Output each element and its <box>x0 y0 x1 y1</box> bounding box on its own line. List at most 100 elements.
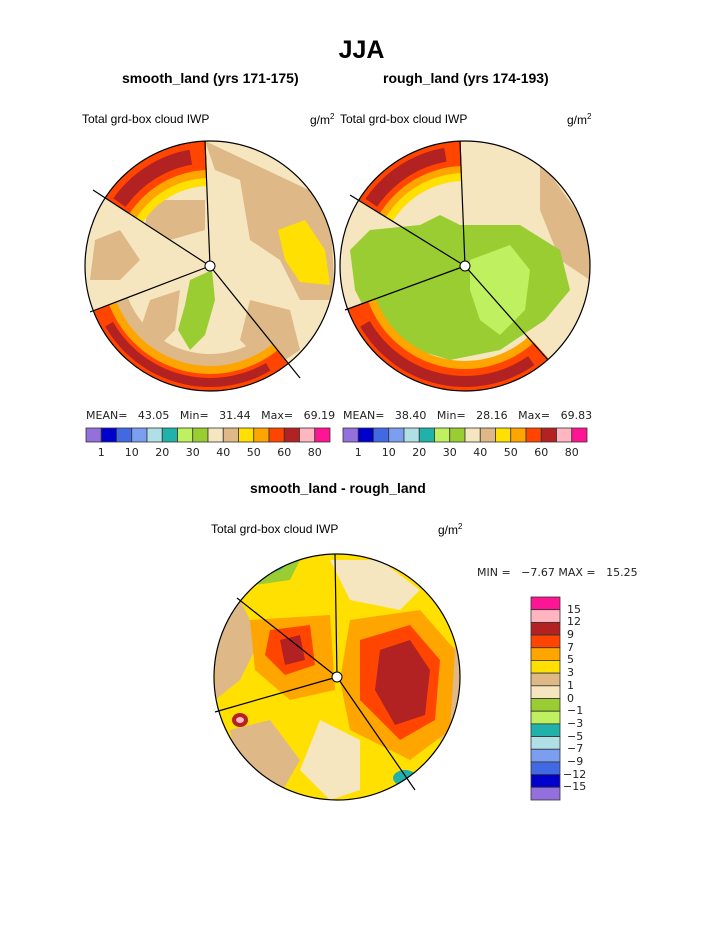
contour-region <box>540 160 590 280</box>
panel1-subtitle: smooth_land (yrs 171-175) <box>122 70 299 86</box>
colorbar-label: 50 <box>503 446 518 459</box>
colorbar-label: −12 <box>563 767 587 781</box>
colorbar-box <box>525 427 542 443</box>
colorbar-box <box>207 427 224 443</box>
panel3-units: g/m2 <box>438 522 463 537</box>
colorbar-box <box>418 427 435 443</box>
contour-region <box>215 600 260 700</box>
sector-boundary-line <box>209 265 301 379</box>
colorbar-label: 1 <box>354 446 362 459</box>
colorbar-label: 60 <box>277 446 292 459</box>
colorbar-box <box>434 427 451 443</box>
colorbar-box <box>314 427 331 443</box>
main-title: JJA <box>338 36 385 64</box>
colorbar-box <box>85 427 102 443</box>
sector-boundary-line <box>236 597 338 678</box>
panel2-units: g/m2 <box>567 112 592 127</box>
colorbar-label: 80 <box>564 446 579 459</box>
colorbar-label: −5 <box>567 729 584 743</box>
contour-band <box>365 147 447 207</box>
contour-band <box>93 304 289 391</box>
colorbar-box <box>146 427 163 443</box>
colorbar-label: 3 <box>567 666 574 680</box>
colorbar-box <box>403 427 420 443</box>
colorbar-box <box>479 427 496 443</box>
panel1-variable: Total grd-box cloud IWP <box>82 112 210 126</box>
contour-band <box>360 321 535 387</box>
colorbar-label: −1 <box>567 704 584 718</box>
colorbar-label: 80 <box>307 446 322 459</box>
colorbar-box <box>161 427 178 443</box>
colorbar-label: 9 <box>567 628 574 642</box>
colorbar-label: 40 <box>216 446 231 459</box>
panel2-stats: MEAN= 38.40 Min= 28.16 Max= 69.83 <box>343 409 593 422</box>
colorbar-label: 1 <box>567 678 574 692</box>
colorbar-box <box>342 427 359 443</box>
colorbar-box <box>530 685 561 699</box>
contour-region <box>330 560 420 610</box>
colorbar-box <box>388 427 405 443</box>
colorbar-box <box>222 427 239 443</box>
contour-region <box>280 635 305 665</box>
colorbar-box <box>530 774 561 788</box>
colorbar-box <box>540 427 557 443</box>
contour-region <box>178 270 215 350</box>
panel1-units: g/m2 <box>310 112 335 127</box>
sector-boundary-line <box>344 265 466 311</box>
colorbar-box <box>530 621 561 636</box>
sector-boundary-line <box>204 140 211 267</box>
panel3-subtitle: smooth_land - rough_land <box>250 480 426 496</box>
colorbar-box <box>530 786 561 801</box>
colorbar-label: −3 <box>567 716 584 730</box>
map-outline <box>213 553 461 801</box>
colorbar-label: 50 <box>246 446 261 459</box>
colorbar-box <box>530 748 561 763</box>
colorbar-label: 10 <box>381 446 396 459</box>
colorbar-label: 20 <box>155 446 170 459</box>
colorbar-box <box>530 647 561 661</box>
colorbar-box <box>530 672 561 687</box>
sector-boundary-line <box>92 189 211 267</box>
colorbar-label: 1 <box>97 446 105 459</box>
panel2-subtitle: rough_land (yrs 174-193) <box>383 70 549 86</box>
contour-region <box>300 720 360 800</box>
panel3-variable: Total grd-box cloud IWP <box>211 522 339 536</box>
colorbar-box <box>449 427 466 443</box>
pole-marker <box>459 260 471 272</box>
sector-boundary-line <box>336 676 416 791</box>
colorbar-box <box>530 761 561 776</box>
colorbar-label: 15 <box>567 602 581 616</box>
colorbar-box <box>510 427 527 443</box>
colorbar-box <box>131 427 148 443</box>
map-outline <box>339 140 591 392</box>
colorbar-box <box>530 736 561 750</box>
colorbar-label: 60 <box>534 446 549 459</box>
colorbar-label: 40 <box>473 446 488 459</box>
contour-region <box>236 717 244 723</box>
rough-land-map <box>340 141 590 391</box>
colorbar-label: 10 <box>124 446 139 459</box>
colorbar-label: 7 <box>567 640 574 654</box>
colorbar-label: 12 <box>567 615 581 629</box>
colorbar-label: 30 <box>442 446 457 459</box>
contour-band <box>105 322 271 387</box>
colorbar-box <box>253 427 270 443</box>
colorbar-box <box>530 596 561 611</box>
sector-boundary-line <box>349 194 466 267</box>
colorbar-label: −7 <box>567 742 584 756</box>
colorbar-box <box>556 427 573 443</box>
pole-marker <box>331 671 343 683</box>
sector-boundary-line <box>89 265 211 313</box>
panel2-variable: Total grd-box cloud IWP <box>340 112 468 126</box>
panel1-stats: MEAN= 43.05 Min= 31.44 Max= 69.19 <box>86 409 336 422</box>
colorbar-label: −15 <box>563 780 587 794</box>
colorbar-box <box>495 427 512 443</box>
pole-marker <box>204 260 216 272</box>
contour-region <box>252 560 284 572</box>
colorbar-box <box>116 427 133 443</box>
sector-boundary-line <box>459 140 466 267</box>
colorbar-box <box>530 710 561 725</box>
colorbar-label: 20 <box>412 446 427 459</box>
colorbar-box <box>192 427 209 443</box>
sector-boundary-line <box>334 553 338 678</box>
